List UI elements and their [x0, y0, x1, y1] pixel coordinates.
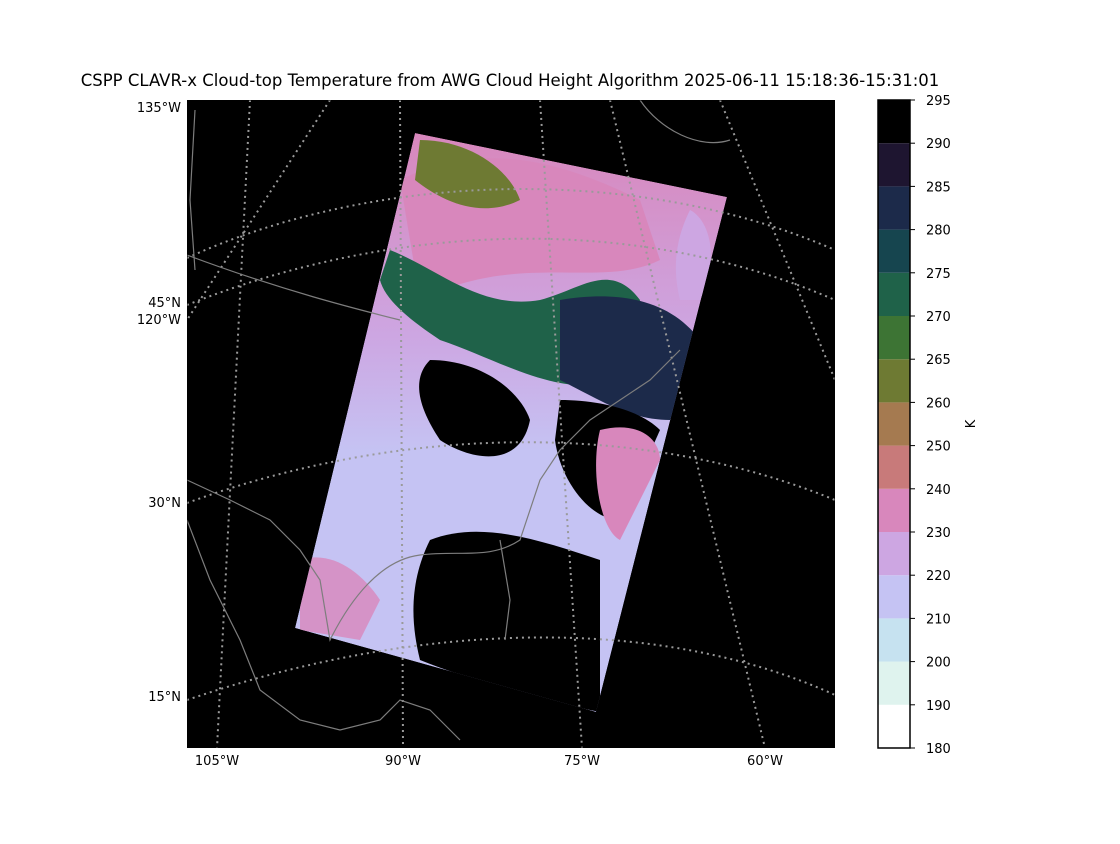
colorbar-tick-label: 280 — [926, 224, 951, 239]
colorbar-band — [878, 704, 910, 748]
colorbar-tick-label: 210 — [926, 612, 951, 627]
colorbar-band — [878, 618, 910, 662]
colorbar-tick-label: 220 — [926, 569, 951, 584]
colorbar-tick-label: 275 — [926, 267, 951, 282]
map-label: 30°N — [148, 496, 181, 511]
colorbar: K 180 190 200 210 220 230 240 250 260 265 270 275 28… — [877, 94, 979, 757]
colorbar-tick-label: 200 — [926, 656, 951, 671]
coastlines — [187, 100, 731, 741]
colorbar-frame — [877, 99, 911, 749]
map-label: 45°N — [148, 296, 181, 311]
colorbar-band — [878, 100, 910, 144]
colorbar-band — [878, 272, 910, 316]
colorbar-band — [878, 143, 910, 187]
map-label: 60°W — [747, 754, 783, 769]
colorbar-band — [878, 316, 910, 360]
colorbar-band — [878, 575, 910, 619]
colorbar-tick-label: 230 — [926, 526, 951, 541]
colorbar-band — [878, 229, 910, 273]
colorbar-tick-label: 180 — [926, 742, 951, 757]
map-label: 120°W — [137, 313, 181, 328]
graticule — [187, 100, 835, 748]
map-label: 105°W — [195, 754, 239, 769]
colorbar-band — [878, 488, 910, 532]
colorbar-tick-label: 250 — [926, 440, 951, 455]
colorbar-band — [878, 402, 910, 446]
colorbar-tick-label: 295 — [926, 94, 951, 109]
colorbar-band — [878, 186, 910, 230]
map-label: 75°W — [564, 754, 600, 769]
map-label: 15°N — [148, 690, 181, 705]
colorbar-label: K — [964, 419, 979, 428]
colorbar-tick-label: 240 — [926, 483, 951, 498]
colorbar-band — [878, 359, 910, 403]
colorbar-tick-label: 285 — [926, 180, 951, 195]
colorbar-band — [878, 532, 910, 576]
colorbar-band — [878, 661, 910, 705]
colorbar-tick-label: 190 — [926, 699, 951, 714]
colorbar-tick-label: 270 — [926, 310, 951, 325]
colorbar-band — [878, 445, 910, 489]
map — [187, 100, 835, 748]
lat-lon-labels: 135°W 45°N 120°W 30°N 15°N 105°W 90°W 75… — [137, 101, 783, 769]
map-label: 135°W — [137, 101, 181, 116]
map-label: 90°W — [385, 754, 421, 769]
title: CSPP CLAVR-x Cloud-top Temperature from … — [81, 71, 940, 90]
colorbar-tick-label: 265 — [926, 353, 951, 368]
colorbar-tick-label: 260 — [926, 396, 951, 411]
colorbar-tick-label: 290 — [926, 137, 951, 152]
